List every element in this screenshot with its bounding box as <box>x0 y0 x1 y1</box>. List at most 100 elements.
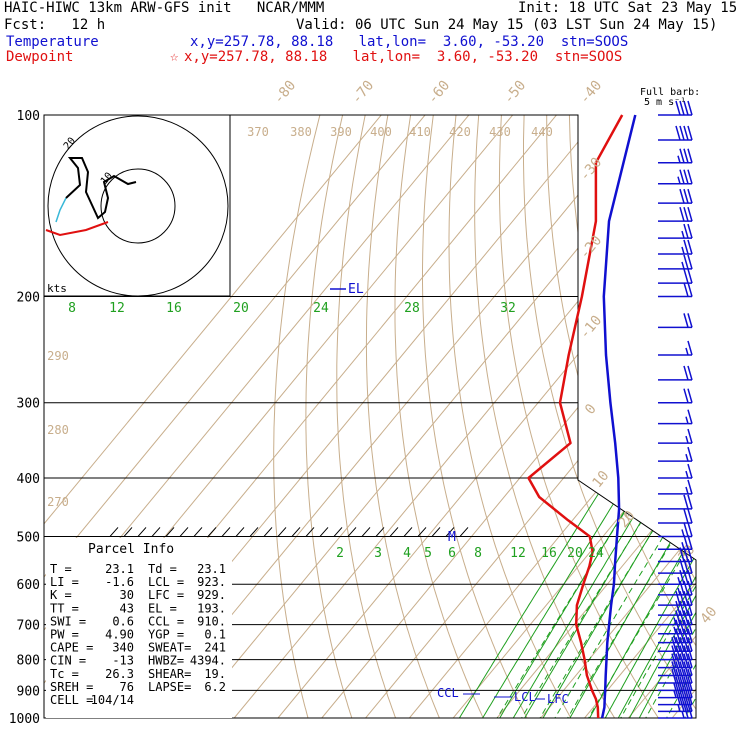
hatch-mark <box>389 527 399 537</box>
hodograph-ring-inner <box>100 168 176 244</box>
wind-barb-feather <box>687 590 693 606</box>
wind-barb-feather <box>687 619 693 634</box>
isotherm-line <box>409 115 696 718</box>
mixing-ratio-label: 28 <box>404 301 420 316</box>
wind-barb-feather <box>687 637 693 652</box>
parcel-value: 23.1 <box>197 562 226 576</box>
parcel-value: 910. <box>197 614 226 628</box>
isotherm-line <box>716 0 740 718</box>
wind-barb-feather <box>675 590 681 606</box>
wind-barb-feather <box>687 340 693 356</box>
wind-barb-feather <box>679 580 685 596</box>
wind-barb-feather <box>687 254 693 270</box>
hatch-mark <box>445 527 455 537</box>
theta-label: 370 <box>247 125 269 139</box>
mixing-ratio-label: 3 <box>374 546 382 561</box>
isotherm-line <box>44 115 477 718</box>
parcel-value: 4.90 <box>105 628 134 642</box>
wind-barb-feather <box>683 661 689 676</box>
valid-time: Valid: 06 UTC Sun 24 May 15 (03 LST Sun … <box>296 17 718 33</box>
wind-barb-feather <box>687 313 693 328</box>
hatch-mark <box>123 527 133 537</box>
wind-barb-feather <box>683 125 689 141</box>
wind-barb-feather <box>683 645 689 660</box>
mixing-ratio-label: 16 <box>541 546 557 561</box>
hatch-mark <box>431 527 441 537</box>
wind-barb-feather <box>683 388 689 403</box>
pressure-tick-label: 700 <box>17 619 40 634</box>
moist-adiabat-line <box>694 220 696 718</box>
parcel-value: 43 <box>120 601 134 615</box>
wind-barb-feather <box>679 188 685 204</box>
wind-barb-feather <box>683 223 689 239</box>
wind-barb-feather <box>687 535 693 550</box>
wind-barb-feather <box>679 125 685 141</box>
hatch-mark <box>361 527 371 537</box>
pressure-tick-label: 1000 <box>9 712 40 727</box>
wind-barb-feather <box>685 416 689 424</box>
wind-barb-feather <box>679 661 685 676</box>
parcel-value: 923. <box>197 575 226 589</box>
wind-barb-feather <box>673 617 677 625</box>
wind-barb-feather <box>687 388 693 403</box>
parcel-value: 6.2 <box>204 680 226 694</box>
wind-barb-feather <box>673 683 677 691</box>
wind-barb-feather <box>683 610 689 625</box>
isotherm-line <box>540 115 696 718</box>
moist-adiabat-line <box>513 220 696 718</box>
wind-barb-feather <box>679 610 685 625</box>
isotherm-label: -10 <box>577 313 606 343</box>
hatch-mark <box>151 527 161 537</box>
isotherm-label: 40 <box>697 604 720 627</box>
sounding-profiles <box>527 114 637 719</box>
wind-barb-feather <box>683 313 689 328</box>
dry-adiabat-line <box>273 115 328 718</box>
dewpoint-profile <box>527 114 624 719</box>
hodograph-ring-outer <box>47 115 229 297</box>
wind-barb-feather <box>675 628 681 643</box>
wind-barb-feather <box>683 188 689 204</box>
pressure-tick-label: 200 <box>17 291 40 306</box>
parcel-value: 4394. <box>190 654 226 668</box>
pressure-tick-label: 400 <box>17 472 40 487</box>
wind-barb-feather <box>687 463 693 479</box>
forecast-hour: Fcst: 12 h <box>4 17 106 33</box>
wind-barb-feather <box>685 347 689 356</box>
parcel-key: HWBZ= <box>148 654 184 668</box>
parcel-value: 241 <box>204 641 226 655</box>
parcel-key: LFC = <box>148 588 184 602</box>
parcel-value: 30 <box>120 588 134 602</box>
wind-barb-feather <box>683 494 689 510</box>
parcel-key: CCL = <box>148 614 184 628</box>
wind-barb-feather <box>687 494 693 510</box>
theta-label: 270 <box>47 495 69 509</box>
plot-frame <box>43 114 697 719</box>
theta-label: 390 <box>330 125 352 139</box>
init-time: Init: 18 UTC Sat 23 May 15 <box>518 0 738 16</box>
parcel-value: 104/14 <box>91 693 134 707</box>
wind-barb-feather <box>683 148 689 163</box>
hatch-mark <box>277 527 287 537</box>
wind-barb-feather <box>687 645 693 660</box>
wind-barb-feather <box>679 637 685 652</box>
hatch-mark <box>263 527 273 537</box>
dry-adiabat-line <box>474 115 623 718</box>
plot-border <box>43 114 697 719</box>
wind-barb-feather <box>681 230 685 239</box>
wind-barb-feather <box>687 661 693 676</box>
hatch-mark <box>403 527 413 537</box>
barb-legend-line2: 5 m s⁻¹ <box>644 97 686 108</box>
wind-barb-feather <box>683 535 689 550</box>
parcel-value: 340 <box>112 641 134 655</box>
wind-barb-feather <box>673 690 677 698</box>
theta-label: 290 <box>47 349 69 363</box>
wind-barb-feather <box>677 155 681 163</box>
hatch-mark <box>319 527 329 537</box>
isotherm-label: -30 <box>577 155 606 185</box>
mixing-ratio-label: 2 <box>336 546 344 561</box>
parcel-info-panel <box>46 538 232 718</box>
wind-barb-feather <box>679 600 685 616</box>
theta-label: 280 <box>47 423 69 437</box>
parcel-value: -13 <box>112 654 134 668</box>
parcel-value: 0.6 <box>112 614 134 628</box>
